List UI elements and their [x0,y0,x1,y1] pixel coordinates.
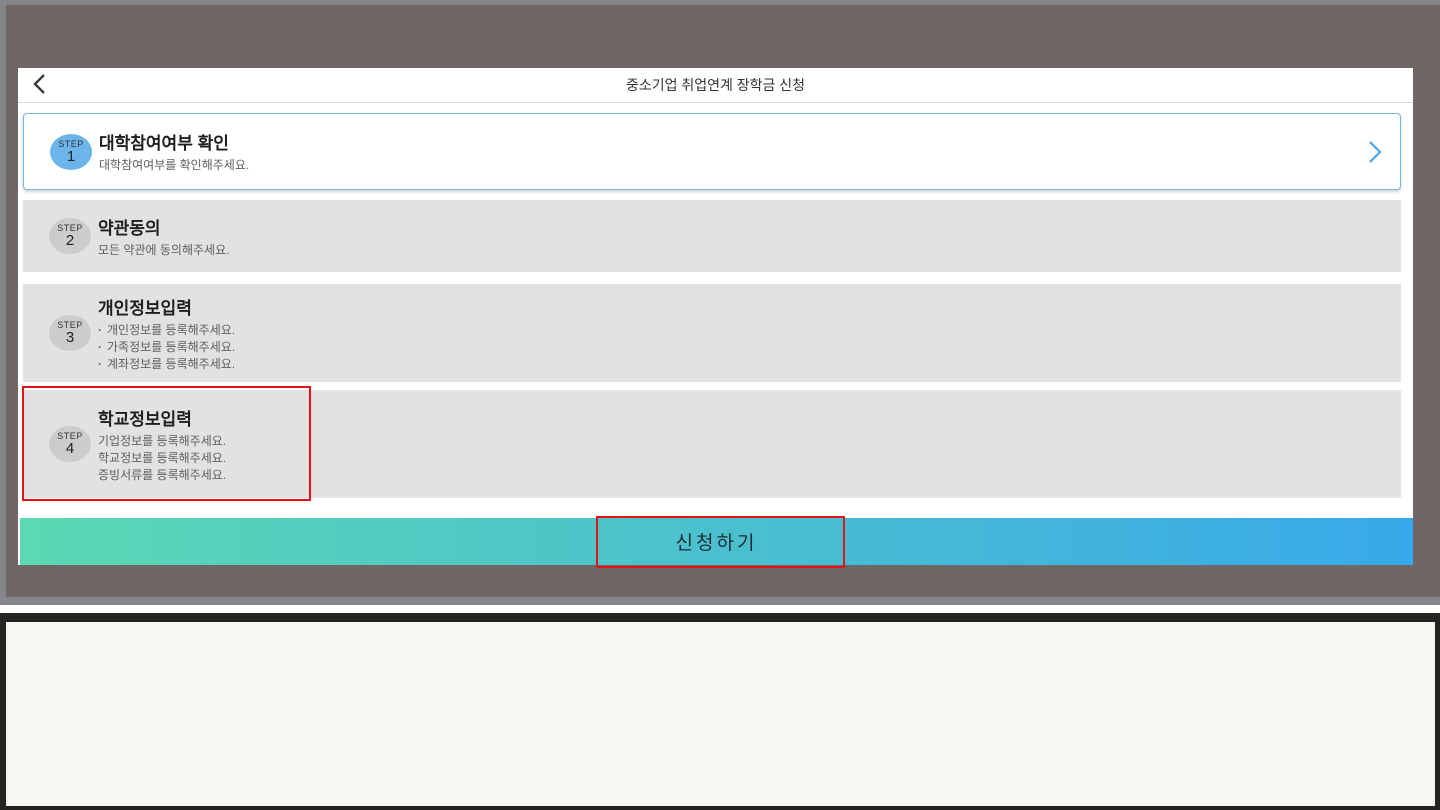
back-button[interactable] [24,70,54,100]
step-4-text: 학교정보입력 기업정보를 등록해주세요. 학교정보를 등록해주세요. 증빙서류를… [98,405,226,484]
step-3-card[interactable]: STEP 3 개인정보입력 개인정보를 등록해주세요. 가족정보를 등록해주세요… [23,284,1401,382]
step-4-badge: STEP 4 [49,426,91,462]
step-1-badge-number: 1 [66,147,76,165]
step-1-description: 대학참여여부를 확인해주세요. [99,158,250,172]
step-3-text: 개인정보입력 개인정보를 등록해주세요. 가족정보를 등록해주세요. 계좌정보를… [98,294,235,373]
scholarship-application-panel: 중소기업 취업연계 장학금 신청 STEP 1 대학참여여부 확인 대학참여여부… [18,68,1413,565]
apply-button[interactable]: 신청하기 [20,518,1413,565]
step-1-card[interactable]: STEP 1 대학참여여부 확인 대학참여여부를 확인해주세요. [23,113,1401,190]
step-3-title: 개인정보입력 [98,298,192,318]
step-4-badge-number: 4 [65,440,75,457]
step-1-title: 대학참여여부 확인 [99,134,229,153]
step-2-title: 약관동의 [98,218,161,238]
step-2-badge: STEP 2 [49,218,91,254]
step-4-title: 학교정보입력 [98,409,192,429]
step-4-description: 기업정보를 등록해주세요. [98,433,227,448]
chevron-left-icon [32,73,46,98]
app-header: 중소기업 취업연계 장학금 신청 [18,68,1413,103]
step-3-badge-label: STEP [57,320,83,330]
step-3-description: 개인정보를 등록해주세요. [98,322,235,339]
step-1-badge-label: STEP [58,138,84,149]
step-4-badge-label: STEP [57,431,83,441]
step-3-description: 가족정보를 등록해주세요. [98,339,235,356]
step-3-badge-number: 3 [65,329,75,346]
bottom-frame [0,613,1440,810]
step-1-badge: STEP 1 [50,133,92,170]
step-2-description: 모든 약관에 동의해주세요. [98,242,230,257]
step-2-badge-number: 2 [65,232,75,249]
step-2-text: 약관동의 모든 약관에 동의해주세요. [98,214,229,259]
step-4-description: 증빙서류를 등록해주세요. [98,467,227,482]
page-title: 중소기업 취업연계 장학금 신청 [625,77,806,93]
step-2-badge-label: STEP [57,223,83,233]
step-3-description: 계좌정보를 등록해주세요. [98,356,235,373]
chevron-right-icon [1364,139,1386,165]
step-2-card[interactable]: STEP 2 약관동의 모든 약관에 동의해주세요. [23,200,1401,272]
step-4-card[interactable]: STEP 4 학교정보입력 기업정보를 등록해주세요. 학교정보를 등록해주세요… [23,390,1401,498]
step-3-badge: STEP 3 [49,315,91,351]
bottom-frame-content [6,622,1435,806]
step-1-text: 대학참여여부 확인 대학참여여부를 확인해주세요. [99,129,249,174]
step-4-description: 학교정보를 등록해주세요. [98,450,227,465]
